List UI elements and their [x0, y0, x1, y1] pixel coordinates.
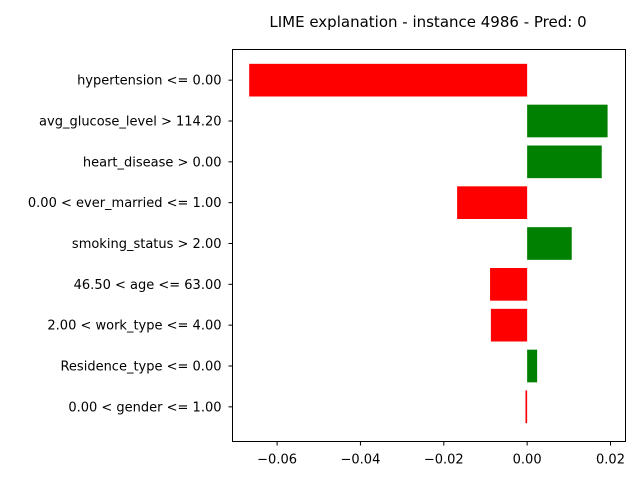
y-tick-label-2: heart_disease > 0.00 [83, 155, 222, 170]
bar-6 [490, 308, 528, 342]
y-tick-label-0: hypertension <= 0.00 [77, 74, 221, 89]
y-axis: hypertension <= 0.00 avg_glucose_level > … [28, 74, 233, 415]
x-tick-label-3: 0.00 [513, 453, 542, 468]
x-tick-label-4: 0.02 [596, 453, 625, 468]
x-tick-label-1: −0.04 [341, 453, 381, 468]
bar-8 [525, 390, 528, 424]
x-tick-label-2: −0.02 [424, 453, 464, 468]
y-tick-label-6: 2.00 < work_type <= 4.00 [47, 319, 221, 334]
bar-4 [527, 227, 572, 260]
bar-0 [249, 63, 528, 97]
y-tick-label-1: avg_glucose_level > 114.20 [39, 115, 221, 130]
y-tick-label-8: 0.00 < gender <= 1.00 [68, 400, 221, 415]
bar-7 [527, 349, 538, 383]
x-tick-label-0: −0.06 [257, 453, 297, 468]
y-tick-label-7: Residence_type <= 0.00 [60, 360, 221, 375]
bars-group [249, 63, 608, 424]
plot-frame [232, 49, 626, 442]
bar-1 [527, 104, 608, 138]
bar-3 [457, 186, 528, 219]
x-axis: −0.06 −0.04 −0.02 0.00 0.02 [257, 441, 625, 468]
bar-5 [490, 268, 528, 301]
y-tick-label-3: 0.00 < ever_married <= 1.00 [28, 196, 222, 211]
bar-2 [527, 145, 602, 179]
y-tick-label-4: smoking_status > 2.00 [72, 237, 222, 252]
y-tick-label-5: 46.50 < age <= 63.00 [74, 278, 222, 293]
chart-title: LIME explanation - instance 4986 - Pred:… [269, 13, 586, 31]
